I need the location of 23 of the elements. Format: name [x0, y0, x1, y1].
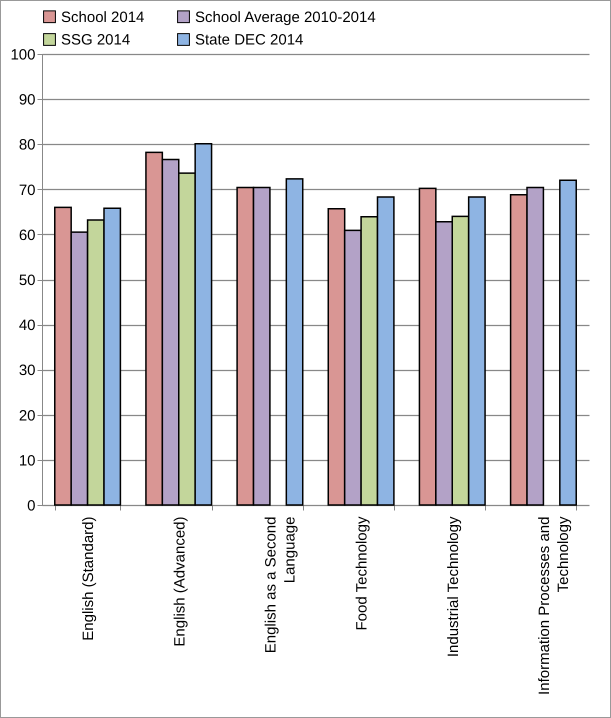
legend-label: State DEC 2014 — [195, 32, 304, 48]
y-tick-label: 20 — [18, 407, 36, 424]
x-tick-label: Industrial Technology — [444, 516, 462, 658]
x-tick-label: English (Standard) — [80, 516, 98, 641]
x-tick-label: Information Processes and Technology — [536, 516, 572, 695]
legend-label: School 2014 — [61, 8, 144, 26]
y-tick-label: 100 — [10, 46, 36, 64]
y-tick-label: 40 — [18, 317, 36, 334]
bar — [286, 178, 304, 506]
y-tick-label: 60 — [18, 226, 36, 244]
bar — [559, 180, 577, 506]
y-tick-label: 30 — [18, 362, 36, 380]
y-tick-label: 10 — [18, 452, 36, 470]
legend-label: SSG 2014 — [61, 32, 130, 48]
legend-label: School Average 2010-2014 — [195, 8, 376, 26]
y-tick-label: 80 — [18, 136, 36, 154]
y-tick-label: 0 — [27, 498, 36, 514]
y-tick-label: 70 — [18, 182, 36, 199]
x-tick-label: English as a Second Language — [262, 516, 298, 654]
x-tick-label: Food Technology — [354, 516, 371, 630]
y-tick-label: 90 — [18, 92, 36, 109]
y-tick-label: 50 — [18, 272, 36, 289]
x-tick-label: English (Advanced) — [171, 516, 188, 647]
